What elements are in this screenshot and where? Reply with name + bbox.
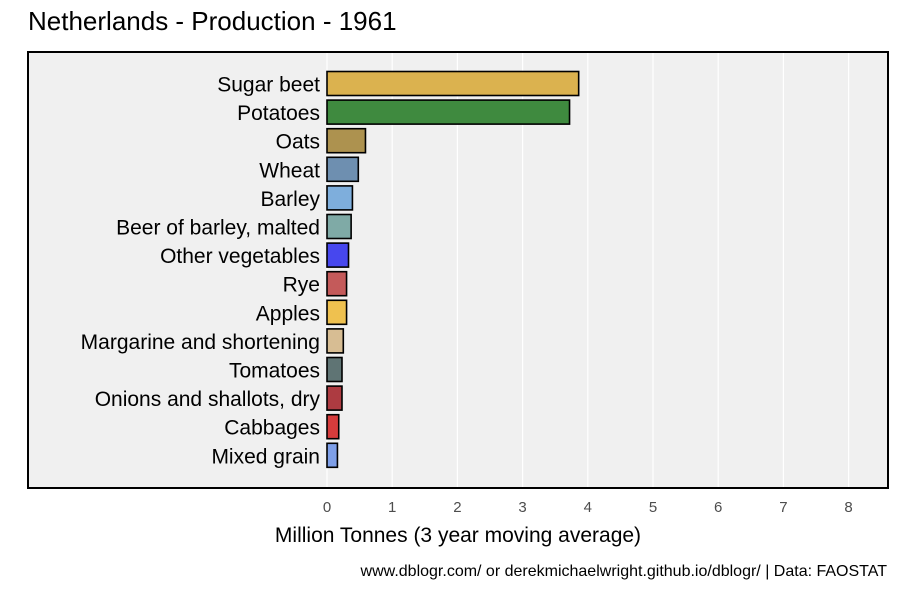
category-label-10: Tomatoes: [229, 360, 320, 383]
gridlines: [326, 53, 850, 487]
x-axis-label: Million Tonnes (3 year moving average): [275, 524, 641, 547]
x-tick-label-7: 7: [779, 499, 787, 516]
bar-6: [326, 242, 350, 268]
x-tick-label-8: 8: [844, 499, 852, 516]
x-tick-label-0: 0: [323, 499, 331, 516]
category-label-2: Oats: [276, 131, 320, 154]
category-label-8: Apples: [256, 302, 320, 325]
category-label-0: Sugar beet: [217, 74, 320, 97]
bar-11: [326, 385, 343, 411]
bar-13: [326, 442, 339, 469]
category-label-6: Other vegetables: [160, 245, 320, 268]
bar-1: [326, 99, 571, 125]
category-label-12: Cabbages: [224, 417, 320, 440]
bars: [326, 70, 580, 469]
bar-0: [326, 70, 580, 97]
x-tick-label-5: 5: [649, 499, 657, 516]
category-label-13: Mixed grain: [211, 445, 320, 468]
bar-5: [326, 213, 352, 240]
x-tick-label-6: 6: [714, 499, 722, 516]
bar-10: [326, 356, 343, 383]
category-label-9: Margarine and shortening: [81, 331, 320, 354]
x-axis-ticks: 0 1 2 3 4 5 6 7 8: [323, 499, 853, 516]
chart-title: Netherlands - Production - 1961: [28, 6, 397, 36]
bar-4: [326, 185, 354, 211]
bar-3: [326, 156, 360, 183]
category-label-11: Onions and shallots, dry: [95, 388, 321, 411]
category-label-5: Beer of barley, malted: [116, 217, 320, 240]
x-tick-label-1: 1: [388, 499, 396, 516]
bar-9: [326, 328, 345, 354]
caption: www.dblogr.com/ or derekmichaelwright.gi…: [360, 563, 887, 580]
x-tick-label-4: 4: [584, 499, 592, 516]
category-label-3: Wheat: [259, 159, 320, 182]
category-label-1: Potatoes: [237, 102, 320, 125]
x-tick-label-2: 2: [453, 499, 461, 516]
bar-12: [326, 413, 340, 440]
x-tick-label-3: 3: [518, 499, 526, 516]
bar-7: [326, 270, 348, 297]
bar-8: [326, 299, 348, 326]
category-label-4: Barley: [260, 188, 320, 211]
bar-2: [326, 127, 367, 154]
category-label-7: Rye: [283, 274, 320, 297]
category-labels: Sugar beet Potatoes Oats Wheat Barley Beer of…: [81, 74, 321, 469]
